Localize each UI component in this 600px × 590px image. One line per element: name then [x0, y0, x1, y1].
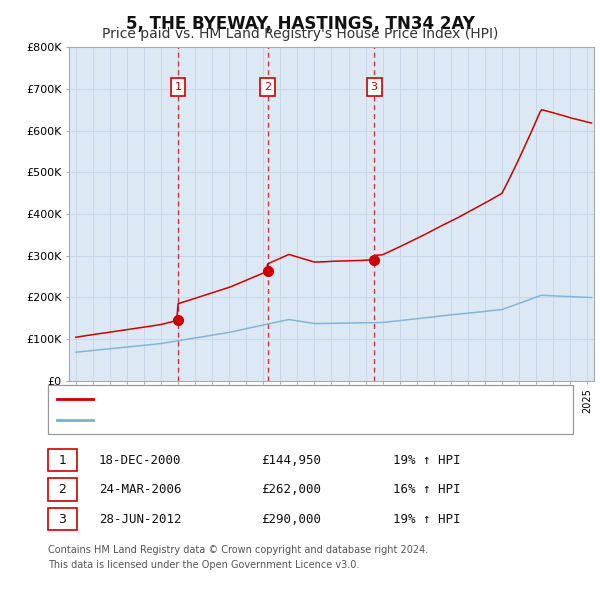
Text: Price paid vs. HM Land Registry's House Price Index (HPI): Price paid vs. HM Land Registry's House …: [102, 27, 498, 41]
Text: Contains HM Land Registry data © Crown copyright and database right 2024.: Contains HM Land Registry data © Crown c…: [48, 545, 428, 555]
Text: £290,000: £290,000: [261, 513, 321, 526]
Text: 19% ↑ HPI: 19% ↑ HPI: [393, 513, 461, 526]
Text: This data is licensed under the Open Government Licence v3.0.: This data is licensed under the Open Gov…: [48, 560, 359, 570]
Text: £262,000: £262,000: [261, 483, 321, 496]
Text: 19% ↑ HPI: 19% ↑ HPI: [393, 454, 461, 467]
Text: 28-JUN-2012: 28-JUN-2012: [99, 513, 182, 526]
Text: 1: 1: [175, 82, 182, 92]
Text: 3: 3: [58, 513, 67, 526]
Text: 3: 3: [371, 82, 377, 92]
Text: 18-DEC-2000: 18-DEC-2000: [99, 454, 182, 467]
Text: 24-MAR-2006: 24-MAR-2006: [99, 483, 182, 496]
Text: 5, THE BYEWAY, HASTINGS, TN34 2AY: 5, THE BYEWAY, HASTINGS, TN34 2AY: [125, 15, 475, 33]
Text: 5, THE BYEWAY, HASTINGS, TN34 2AY (detached house): 5, THE BYEWAY, HASTINGS, TN34 2AY (detac…: [99, 394, 410, 404]
Text: 16% ↑ HPI: 16% ↑ HPI: [393, 483, 461, 496]
Text: £144,950: £144,950: [261, 454, 321, 467]
Text: HPI: Average price, detached house, Hastings: HPI: Average price, detached house, Hast…: [99, 415, 354, 425]
Text: 1: 1: [58, 454, 67, 467]
Text: 2: 2: [58, 483, 67, 496]
Text: 2: 2: [264, 82, 271, 92]
